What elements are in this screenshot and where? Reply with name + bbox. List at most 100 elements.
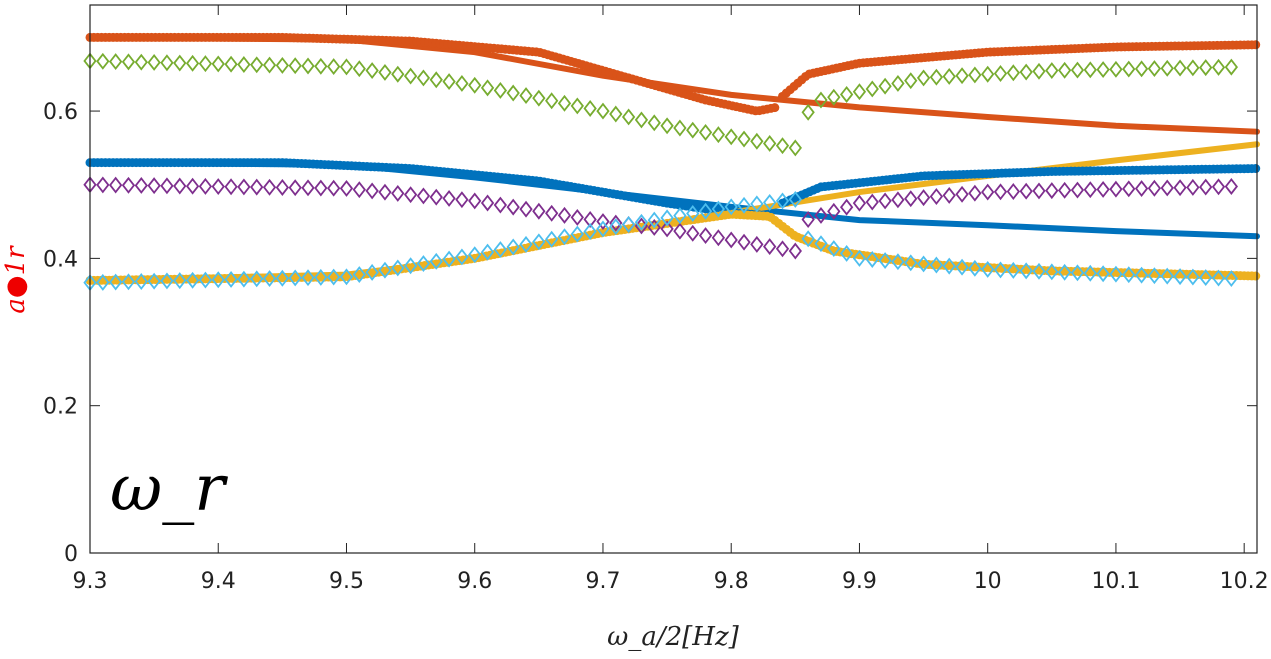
purple-diamonds-point xyxy=(775,240,790,258)
cyan-diamonds-point xyxy=(224,270,238,288)
purple-diamonds-point xyxy=(981,183,995,201)
orange-dots-b xyxy=(778,40,1261,101)
cyan-diamonds-point xyxy=(301,269,315,287)
green-diamonds-point xyxy=(224,55,238,73)
green-diamonds-point xyxy=(621,108,636,126)
cyan-diamonds-point xyxy=(185,271,200,289)
purple-diamonds-point xyxy=(378,183,392,201)
x-tick-label: 9.3 xyxy=(73,569,108,594)
cyan-diamonds-point xyxy=(955,258,969,276)
cyan-diamonds-point xyxy=(493,241,508,258)
green-diamonds-point xyxy=(532,89,546,107)
purple-diamonds-point xyxy=(609,214,623,232)
y-axis-label: a●1r xyxy=(1,245,31,314)
y-tick-label: 0.4 xyxy=(43,247,78,272)
cyan-diamonds-point xyxy=(480,243,495,261)
green-diamonds-point xyxy=(1045,62,1059,80)
green-diamonds-point xyxy=(660,117,674,135)
purple-diamonds-point xyxy=(737,233,751,251)
cyan-diamonds-point xyxy=(929,256,944,274)
purple-diamonds-point xyxy=(801,211,815,228)
cyan-diamonds-point xyxy=(1224,270,1238,287)
green-diamonds-point xyxy=(1006,64,1020,82)
purple-diamonds-point xyxy=(545,204,559,222)
purple-diamonds-point xyxy=(1134,180,1149,198)
cyan-diamonds-point xyxy=(904,254,918,272)
annotation-omega-r: ω_r xyxy=(110,452,228,526)
cyan-diamonds-point xyxy=(327,268,341,286)
green-diamonds-point xyxy=(583,100,597,117)
green-diamonds-point xyxy=(557,94,572,112)
plot-marks xyxy=(83,32,1261,292)
x-tick-label: 10.2 xyxy=(1220,569,1269,594)
green-diamonds-point xyxy=(891,74,905,92)
purple-diamonds-point xyxy=(814,206,828,224)
purple-diamonds-point xyxy=(724,231,738,249)
green-diamonds-point xyxy=(1186,59,1200,77)
green-diamonds-point xyxy=(109,53,123,71)
purple-diamonds-point xyxy=(327,179,341,197)
purple-diamonds-point xyxy=(301,179,315,197)
green-diamonds-point xyxy=(429,71,443,89)
cyan-diamonds-point xyxy=(596,220,610,238)
orange-dots-a xyxy=(85,32,780,116)
green-diamonds-point xyxy=(634,111,649,129)
cyan-diamonds-point xyxy=(455,248,469,266)
x-tick-label: 9.8 xyxy=(714,569,749,594)
axis-ticks: 9.3 9.4 9.5 9.6 9.7 9.8 9.9 10 10.1 10.2 0 0.2 0.4 0.… xyxy=(43,5,1269,594)
green-diamonds-point xyxy=(1070,61,1085,79)
cyan-diamonds-point xyxy=(1134,266,1149,284)
purple-diamonds-point xyxy=(480,194,495,212)
purple-diamonds-point xyxy=(942,186,956,204)
cyan-diamonds-point xyxy=(763,193,777,211)
cyan-diamonds-point xyxy=(981,260,995,278)
x-tick-label: 10 xyxy=(974,569,1002,594)
purple-diamonds-point xyxy=(1019,182,1033,200)
green-diamonds-point xyxy=(455,74,469,92)
cyan-diamonds-point xyxy=(609,218,623,236)
cyan-diamonds-point xyxy=(121,273,136,291)
cyan-diamonds xyxy=(83,190,1238,292)
green-diamonds-point xyxy=(878,77,892,95)
purple-diamonds-point xyxy=(224,178,238,196)
green-diamonds-point xyxy=(416,69,431,87)
green-diamonds-point xyxy=(788,139,802,157)
cyan-diamonds-point xyxy=(621,216,636,233)
purple-diamonds-point xyxy=(1083,181,1097,199)
green-diamonds-point xyxy=(647,114,661,132)
purple-diamonds-point xyxy=(109,176,123,194)
blue-dots-b-point xyxy=(1251,164,1261,174)
purple-diamonds-point xyxy=(839,198,854,216)
green-diamonds-point xyxy=(737,130,751,148)
green-diamonds-point xyxy=(391,65,405,83)
cyan-diamonds-point xyxy=(1083,264,1097,282)
green-diamonds-point xyxy=(185,54,200,72)
cyan-diamonds-point xyxy=(775,192,790,210)
green-diamonds-point xyxy=(750,132,764,150)
x-tick-label: 9.9 xyxy=(842,569,877,594)
green-diamonds-point xyxy=(711,126,726,144)
green-diamonds-point xyxy=(942,67,956,85)
green-diamonds-point xyxy=(301,57,315,75)
cyan-diamonds-point xyxy=(839,245,854,262)
green-diamonds-point xyxy=(134,53,148,71)
green-diamonds-point xyxy=(442,73,456,91)
green-diamonds-point xyxy=(1160,59,1174,77)
purple-diamonds-point xyxy=(1070,181,1085,199)
green-diamonds-point xyxy=(993,65,1008,82)
purple-diamonds-point xyxy=(596,213,610,231)
cyan-diamonds-point xyxy=(737,196,751,214)
purple-diamonds-point xyxy=(904,190,918,208)
x-tick-label: 10.1 xyxy=(1091,569,1140,594)
green-diamonds-point xyxy=(545,92,559,110)
green-diamonds-point xyxy=(686,121,700,139)
cyan-diamonds-point xyxy=(352,266,366,284)
purple-diamonds-point xyxy=(198,177,213,195)
purple-diamonds-point xyxy=(275,179,290,196)
purple-diamonds-point xyxy=(686,224,700,242)
green-diamonds-point xyxy=(1083,61,1097,79)
purple-diamonds-point xyxy=(916,189,931,207)
purple-diamonds-point xyxy=(1006,183,1020,200)
green-diamonds-point xyxy=(288,57,302,75)
green-diamonds-point xyxy=(1211,58,1226,76)
